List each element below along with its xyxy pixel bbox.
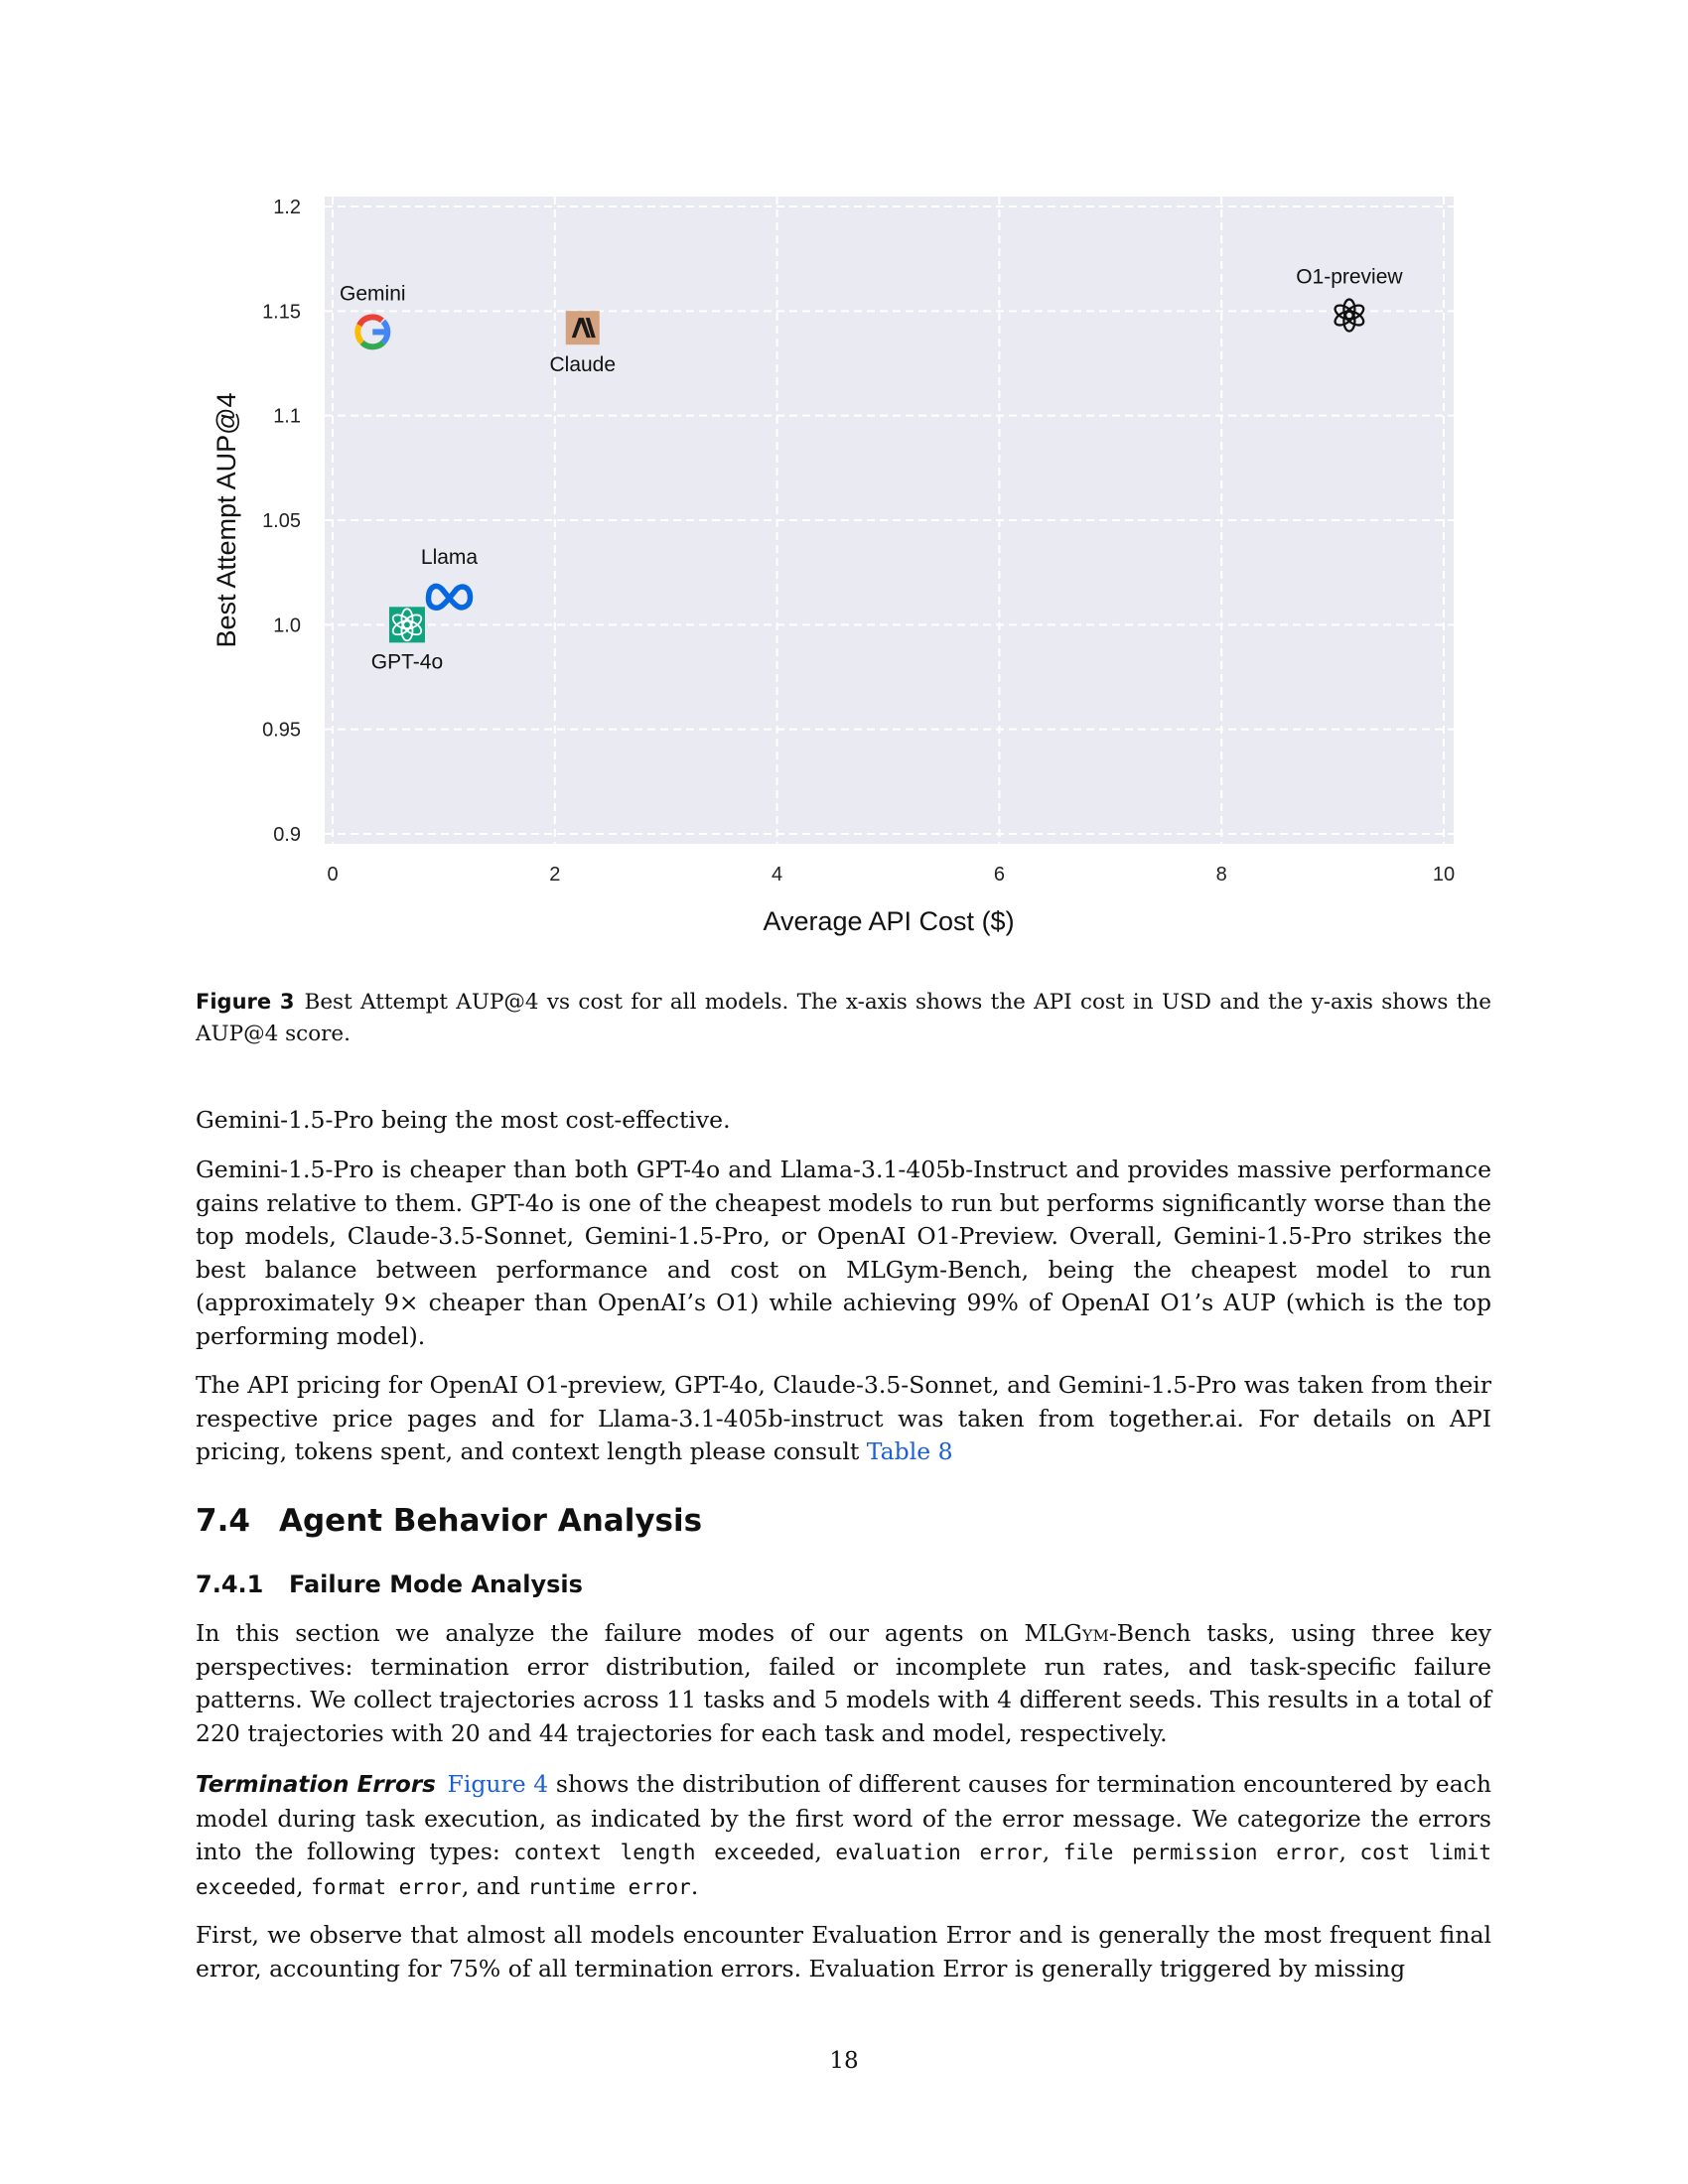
chart-svg: 0.9 0.95 1.0 1.05 1.1 1.15 1.2 0 2 4 6 8 10 Gemini C… [211, 197, 1455, 936]
point-label: Llama [421, 546, 479, 569]
paragraph-1: Gemini-1.5-Pro being the most cost-effec… [196, 1106, 731, 1134]
x-tick-label: 6 [994, 864, 1005, 886]
x-tick-label: 0 [327, 864, 338, 886]
error-type-format: format error [311, 1874, 462, 1899]
point-label: GPT-4o [371, 650, 443, 673]
x-tick-label: 4 [772, 864, 782, 886]
meta-logo-icon [425, 583, 474, 611]
y-tick-label: 1.0 [273, 614, 301, 636]
x-tick-label: 2 [549, 864, 560, 886]
point-gemini: Gemini [340, 282, 406, 350]
paragraph-5: Termination Errors Figure 4 shows the di… [196, 1770, 1492, 1900]
scatter-chart: 0.9 0.95 1.0 1.05 1.1 1.15 1.2 0 2 4 6 8 10 Gemini C… [189, 179, 1489, 953]
paragraph-5-text: shows the distribution of different caus… [196, 1770, 1492, 1865]
x-tick-label: 10 [1433, 864, 1455, 886]
subsection-heading: 7.4.1 Failure Mode Analysis [196, 1570, 583, 1598]
figure-caption: Figure 3 Best Attempt AUP@4 vs cost for a… [196, 986, 1491, 1050]
subsection-title: Failure Mode Analysis [289, 1570, 583, 1598]
table-8-link[interactable]: Table 8 [866, 1437, 953, 1465]
error-type-runtime: runtime error [527, 1874, 691, 1899]
paragraph-4: In this section we analyze the failure m… [196, 1617, 1491, 1750]
grid-lines [325, 197, 1454, 844]
point-gpt-4o: GPT-4o [371, 607, 443, 673]
x-tick-label: 8 [1216, 864, 1227, 886]
mlgym-smallcaps: Gym [1063, 1619, 1109, 1647]
termination-errors-heading: Termination Errors [196, 1772, 436, 1798]
caption-text: Best Attempt AUP@4 vs cost for all model… [196, 990, 1491, 1046]
figure-label: Figure 3 [196, 990, 295, 1014]
point-label: Gemini [340, 282, 406, 305]
openai-logo-icon [1334, 298, 1365, 333]
y-tick-label: 0.95 [262, 720, 301, 742]
point-label: O1-preview [1296, 266, 1403, 289]
openai-logo-icon [388, 607, 425, 643]
y-tick-label: 1.05 [262, 510, 301, 532]
data-points: Gemini Claude O1-preview Llama GPT-4o [340, 266, 1403, 674]
y-axis-label: Best Attempt AUP@4 [211, 392, 241, 647]
google-logo-icon [354, 314, 391, 350]
section-title: Agent Behavior Analysis [279, 1503, 703, 1539]
error-type-file-permission: file permission error [1062, 1841, 1339, 1864]
y-tick-label: 1.1 [273, 406, 301, 428]
point-label: Claude [549, 353, 616, 376]
and-word: and [476, 1871, 520, 1900]
error-type-context-length: context length exceeded [513, 1841, 815, 1864]
paragraph-6: First, we observe that almost all models… [196, 1921, 1491, 1982]
y-tick-labels: 0.9 0.95 1.0 1.05 1.1 1.15 1.2 [262, 197, 301, 846]
paragraph-3: The API pricing for OpenAI O1-preview, G… [196, 1369, 1491, 1469]
y-tick-label: 1.15 [262, 301, 301, 323]
y-tick-label: 0.9 [273, 824, 301, 846]
subsection-number: 7.4.1 [196, 1570, 264, 1598]
point-claude: Claude [549, 311, 616, 376]
error-type-evaluation: evaluation error [835, 1841, 1043, 1864]
anthropic-logo-icon [565, 311, 600, 345]
paragraph-2: Gemini-1.5-Pro is cheaper than both GPT-… [196, 1156, 1491, 1350]
y-tick-label: 1.2 [273, 197, 301, 218]
paragraph-4-after: -Bench tasks, using three key perspectiv… [196, 1619, 1491, 1747]
point-llama: Llama [421, 546, 479, 611]
x-axis-label: Average API Cost ($) [763, 906, 1014, 936]
point-o1-preview: O1-preview [1296, 266, 1403, 333]
figure-4-link[interactable]: Figure 4 [447, 1770, 549, 1798]
section-heading: 7.4 Agent Behavior Analysis [196, 1503, 702, 1539]
error-type-cost-limit: cost limit exceeded [196, 1841, 1491, 1899]
x-tick-labels: 0 2 4 6 8 10 [327, 864, 1455, 886]
paragraph-3-text: The API pricing for OpenAI O1-preview, G… [196, 1371, 1491, 1465]
section-number: 7.4 [196, 1503, 250, 1539]
page-number: 18 [829, 2048, 859, 2074]
paragraph-4-before: In this section we analyze the failure m… [196, 1619, 1064, 1647]
